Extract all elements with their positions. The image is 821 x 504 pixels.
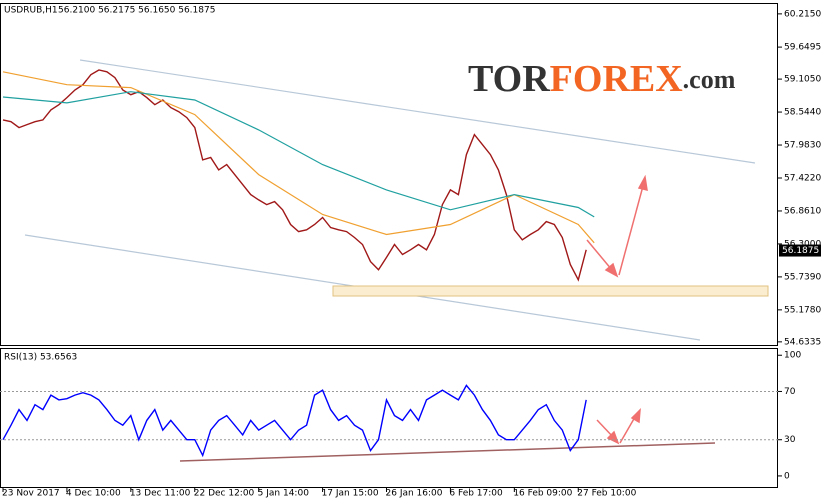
series-line bbox=[2, 91, 595, 218]
x-tick-label: 26 Jan 16:00 bbox=[386, 489, 443, 499]
rsi-title: RSI(13) 53.6563 bbox=[4, 353, 77, 363]
x-tick-label: 5 Jan 14:00 bbox=[258, 489, 310, 499]
series-line bbox=[2, 71, 595, 244]
support-zone bbox=[332, 285, 769, 297]
x-tick-label: 23 Nov 2017 bbox=[2, 489, 60, 499]
y-tick-label: 57.4220 bbox=[784, 173, 821, 183]
rsi-trendline bbox=[179, 442, 716, 462]
channel-upper bbox=[79, 59, 756, 164]
y-tick-label: 54.6335 bbox=[784, 337, 821, 347]
logo: TORFOREX.com bbox=[468, 58, 736, 100]
price-panel bbox=[0, 3, 778, 346]
y-tick-label: 100 bbox=[784, 351, 801, 361]
y-tick-label: 59.1050 bbox=[784, 75, 821, 85]
y-tick-label: 55.1780 bbox=[784, 305, 821, 315]
y-tick-label: 70 bbox=[784, 387, 796, 397]
rsi-panel bbox=[0, 348, 778, 488]
series-line bbox=[2, 69, 587, 282]
y-tick-label: 0 bbox=[784, 471, 790, 481]
x-tick-label: 17 Jan 15:00 bbox=[322, 489, 379, 499]
last-price-label: 56.1875 bbox=[782, 246, 819, 256]
x-tick-label: 13 Dec 11:00 bbox=[130, 489, 191, 499]
x-tick-label: 4 Dec 10:00 bbox=[66, 489, 121, 499]
logo-right: .com bbox=[683, 65, 736, 94]
price-arrows bbox=[586, 174, 648, 278]
y-tick-label: 55.7390 bbox=[784, 272, 821, 282]
logo-main: FOREX bbox=[550, 58, 683, 100]
y-tick-label: 58.5440 bbox=[784, 108, 821, 118]
x-tick-label: 6 Feb 17:00 bbox=[449, 489, 503, 499]
logo-left: TOR bbox=[468, 58, 550, 100]
rsi-arrows bbox=[596, 408, 641, 445]
chart-title: USDRUB,H1 bbox=[4, 6, 58, 16]
x-tick-label: 22 Dec 12:00 bbox=[194, 489, 255, 499]
x-tick-label: 16 Feb 09:00 bbox=[513, 489, 572, 499]
y-tick-label: 56.3000 bbox=[784, 239, 821, 249]
ohlc: 56.2100 56.2175 56.1650 56.1875 bbox=[58, 6, 215, 16]
y-tick-label: 60.2150 bbox=[784, 9, 821, 19]
series-line bbox=[2, 384, 587, 458]
x-tick-label: 27 Feb 10:00 bbox=[577, 489, 636, 499]
last-price-box bbox=[779, 244, 821, 257]
y-tick-label: 59.6495 bbox=[784, 43, 821, 53]
y-tick-label: 30 bbox=[784, 435, 796, 445]
y-tick-label: 57.9830 bbox=[784, 141, 821, 151]
y-tick-label: 56.8610 bbox=[784, 206, 821, 216]
